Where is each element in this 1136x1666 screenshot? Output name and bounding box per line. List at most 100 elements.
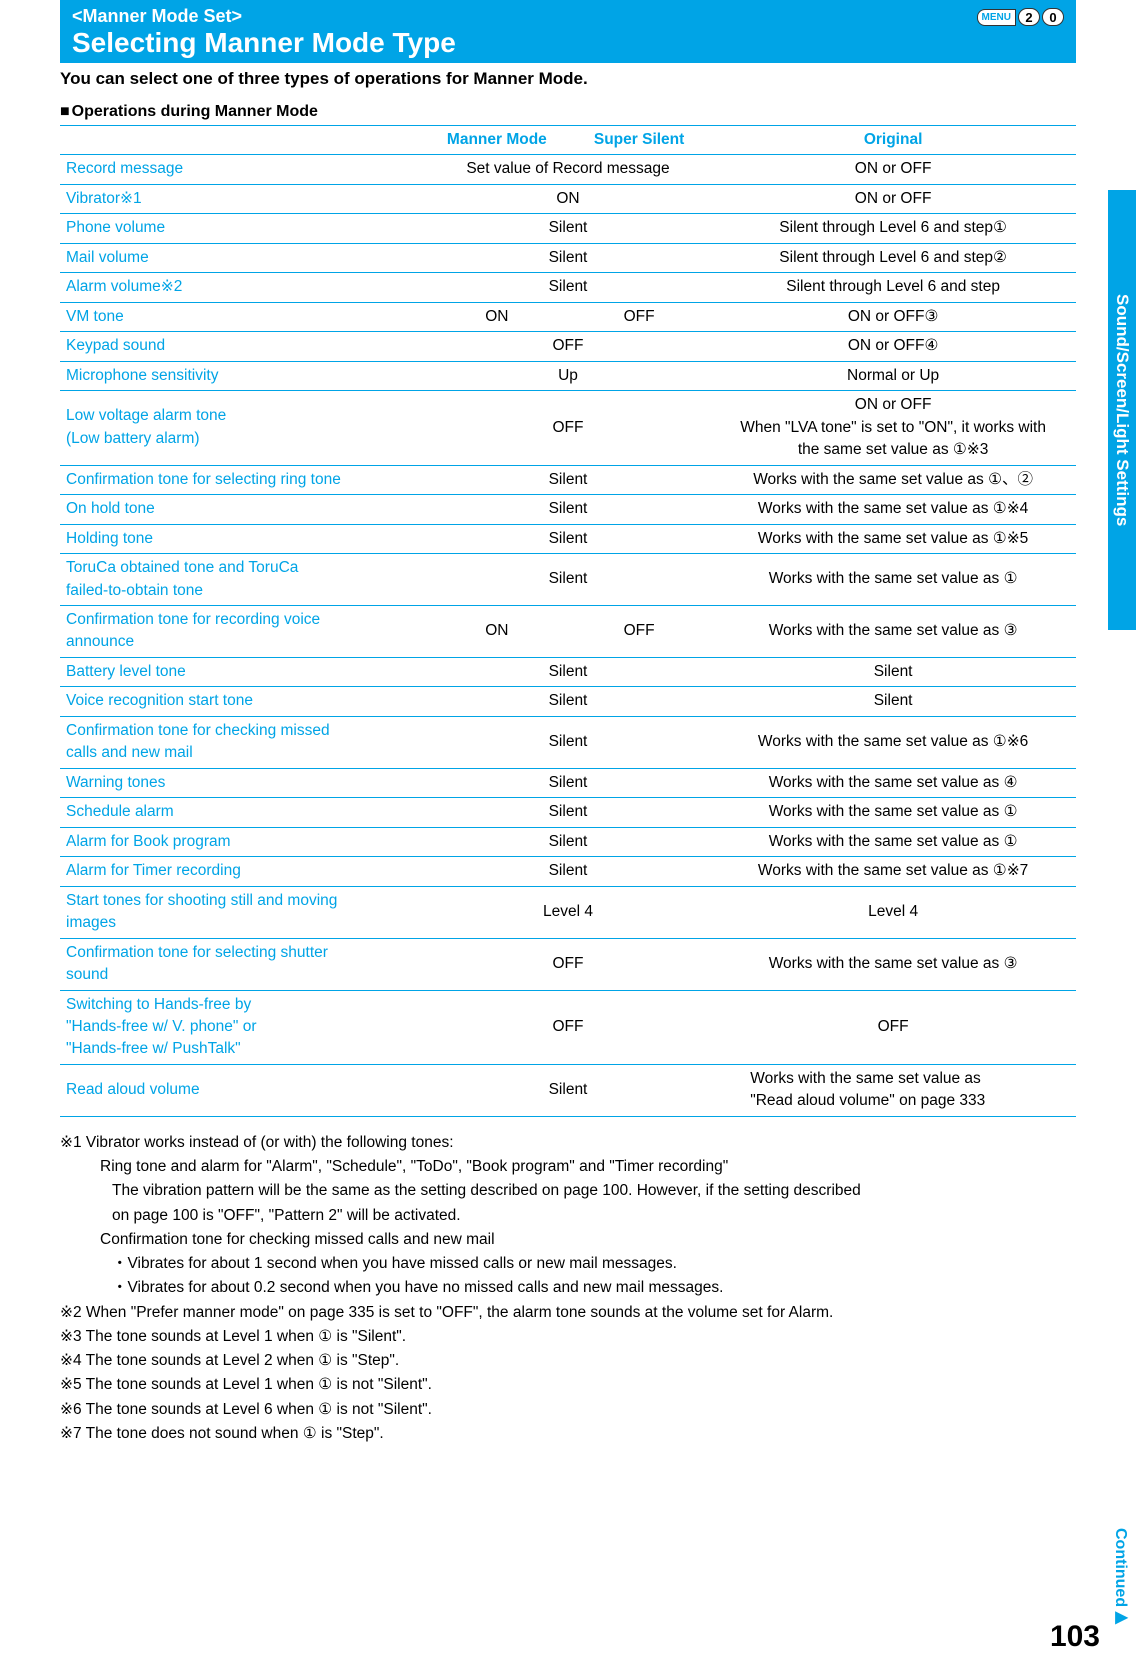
row-original: Works with the same set value as ④	[710, 768, 1076, 797]
footnote-line: ・Vibrates for about 0.2 second when you …	[60, 1276, 1076, 1299]
table-row: Vibrator※1ONON or OFF	[60, 184, 1076, 213]
footnotes: ※1 Vibrator works instead of (or with) t…	[60, 1117, 1076, 1445]
row-original: Normal or Up	[710, 361, 1076, 390]
row-label: Confirmation tone for checking missedcal…	[60, 716, 426, 768]
table-row: Low voltage alarm tone(Low battery alarm…	[60, 391, 1076, 465]
table-row: Record messageSet value of Record messag…	[60, 155, 1076, 184]
row-label: Holding tone	[60, 524, 426, 553]
footnote-line: The vibration pattern will be the same a…	[60, 1179, 1076, 1202]
row-manner-super: Silent	[426, 495, 710, 524]
row-label: Battery level tone	[60, 657, 426, 686]
footnote-line: ※3 The tone sounds at Level 1 when ① is …	[60, 1325, 1076, 1348]
row-original: ON or OFF④	[710, 332, 1076, 361]
row-original: ON or OFF③	[710, 302, 1076, 331]
table-row: Confirmation tone for recording voiceann…	[60, 605, 1076, 657]
table-row: ToruCa obtained tone and ToruCafailed-to…	[60, 554, 1076, 606]
table-row: Confirmation tone for selecting shutters…	[60, 938, 1076, 990]
row-label: Record message	[60, 155, 426, 184]
table-row: Voice recognition start toneSilentSilent	[60, 687, 1076, 716]
table-row: Holding toneSilentWorks with the same se…	[60, 524, 1076, 553]
row-original: Works with the same set value as ③	[710, 938, 1076, 990]
manner-mode-table: Manner Mode Super Silent Original Record…	[60, 125, 1076, 1117]
row-manner-super: Silent	[426, 273, 710, 302]
row-manner-super: Silent	[426, 554, 710, 606]
row-original: Works with the same set value as ①	[710, 554, 1076, 606]
row-super: OFF	[568, 302, 710, 331]
th-super: Super Silent	[568, 126, 710, 155]
row-label: Start tones for shooting still and movin…	[60, 886, 426, 938]
row-manner-super: OFF	[426, 332, 710, 361]
table-row: On hold toneSilentWorks with the same se…	[60, 495, 1076, 524]
row-manner-super: Silent	[426, 214, 710, 243]
row-original: Works with the same set value as ①	[710, 798, 1076, 827]
footnote-line: ※6 The tone sounds at Level 6 when ① is …	[60, 1398, 1076, 1421]
row-label: Warning tones	[60, 768, 426, 797]
footnote-line: on page 100 is "OFF", "Pattern 2" will b…	[60, 1204, 1076, 1227]
continued-indicator: Continued▶	[1111, 1528, 1130, 1626]
page-number: 103	[1050, 1620, 1100, 1654]
row-label: Low voltage alarm tone(Low battery alarm…	[60, 391, 426, 465]
row-manner-super: OFF	[426, 990, 710, 1064]
table-header-row: Manner Mode Super Silent Original	[60, 126, 1076, 155]
header-titles: <Manner Mode Set> Selecting Manner Mode …	[72, 6, 456, 59]
row-original: Silent through Level 6 and step	[710, 273, 1076, 302]
header-title: Selecting Manner Mode Type	[72, 27, 456, 59]
table-row: VM toneONOFFON or OFF③	[60, 302, 1076, 331]
header-bar: <Manner Mode Set> Selecting Manner Mode …	[60, 0, 1076, 63]
row-manner-super: ON	[426, 184, 710, 213]
row-original: Silent	[710, 657, 1076, 686]
row-manner-super: Silent	[426, 1064, 710, 1116]
row-original: ON or OFF	[710, 184, 1076, 213]
row-manner-super: Silent	[426, 243, 710, 272]
row-label: On hold tone	[60, 495, 426, 524]
footnote-line: ※4 The tone sounds at Level 2 when ① is …	[60, 1349, 1076, 1372]
row-original: Silent	[710, 687, 1076, 716]
row-label: Alarm for Timer recording	[60, 857, 426, 886]
row-original: Silent through Level 6 and step②	[710, 243, 1076, 272]
table-row: Confirmation tone for checking missedcal…	[60, 716, 1076, 768]
row-label: Switching to Hands-free by"Hands-free w/…	[60, 990, 426, 1064]
table-row: Warning tonesSilentWorks with the same s…	[60, 768, 1076, 797]
section-heading: Operations during Manner Mode	[60, 93, 1076, 125]
row-super: OFF	[568, 605, 710, 657]
row-manner-super: Level 4	[426, 886, 710, 938]
row-manner-super: OFF	[426, 391, 710, 465]
row-original: Works with the same set value as ①※5	[710, 524, 1076, 553]
footnote-line: ※5 The tone sounds at Level 1 when ① is …	[60, 1373, 1076, 1396]
footnote-line: ※1 Vibrator works instead of (or with) t…	[60, 1131, 1076, 1154]
row-label: VM tone	[60, 302, 426, 331]
footnote-line: ※7 The tone does not sound when ① is "St…	[60, 1422, 1076, 1445]
row-label: Read aloud volume	[60, 1064, 426, 1116]
footnote-line: ※2 When "Prefer manner mode" on page 335…	[60, 1301, 1076, 1324]
row-original: Works with the same set value as ①、②	[710, 465, 1076, 494]
row-manner-super: Silent	[426, 768, 710, 797]
row-manner-super: Silent	[426, 465, 710, 494]
row-label: Keypad sound	[60, 332, 426, 361]
table-row: Confirmation tone for selecting ring ton…	[60, 465, 1076, 494]
row-manner-super: Up	[426, 361, 710, 390]
footnote-line: Confirmation tone for checking missed ca…	[60, 1228, 1076, 1251]
row-manner-super: Silent	[426, 798, 710, 827]
row-label: Voice recognition start tone	[60, 687, 426, 716]
table-row: Alarm for Timer recordingSilentWorks wit…	[60, 857, 1076, 886]
table-row: Microphone sensitivityUpNormal or Up	[60, 361, 1076, 390]
table-row: Switching to Hands-free by"Hands-free w/…	[60, 990, 1076, 1064]
row-original: Works with the same set value as ①※6	[710, 716, 1076, 768]
row-original: Works with the same set value as ①※7	[710, 857, 1076, 886]
row-label: ToruCa obtained tone and ToruCafailed-to…	[60, 554, 426, 606]
row-label: Microphone sensitivity	[60, 361, 426, 390]
row-original: ON or OFFWhen "LVA tone" is set to "ON",…	[710, 391, 1076, 465]
th-manner: Manner Mode	[426, 126, 568, 155]
table-row: Mail volumeSilentSilent through Level 6 …	[60, 243, 1076, 272]
footnote-line: ・Vibrates for about 1 second when you ha…	[60, 1252, 1076, 1275]
table-row: Keypad soundOFFON or OFF④	[60, 332, 1076, 361]
table-row: Schedule alarmSilentWorks with the same …	[60, 798, 1076, 827]
row-manner-super: Silent	[426, 524, 710, 553]
row-label: Phone volume	[60, 214, 426, 243]
table-row: Phone volumeSilentSilent through Level 6…	[60, 214, 1076, 243]
row-original: Level 4	[710, 886, 1076, 938]
row-original: OFF	[710, 990, 1076, 1064]
row-original: Works with the same set value as"Read al…	[710, 1064, 1076, 1116]
row-manner: ON	[426, 605, 568, 657]
th-original: Original	[710, 126, 1076, 155]
